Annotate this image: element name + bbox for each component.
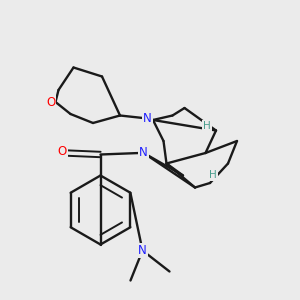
Text: N: N xyxy=(139,146,148,159)
Text: H: H xyxy=(209,170,217,181)
Text: H: H xyxy=(203,121,211,131)
Text: N: N xyxy=(138,244,147,257)
Text: N: N xyxy=(143,112,152,125)
Text: O: O xyxy=(58,145,67,158)
Text: O: O xyxy=(46,95,55,109)
